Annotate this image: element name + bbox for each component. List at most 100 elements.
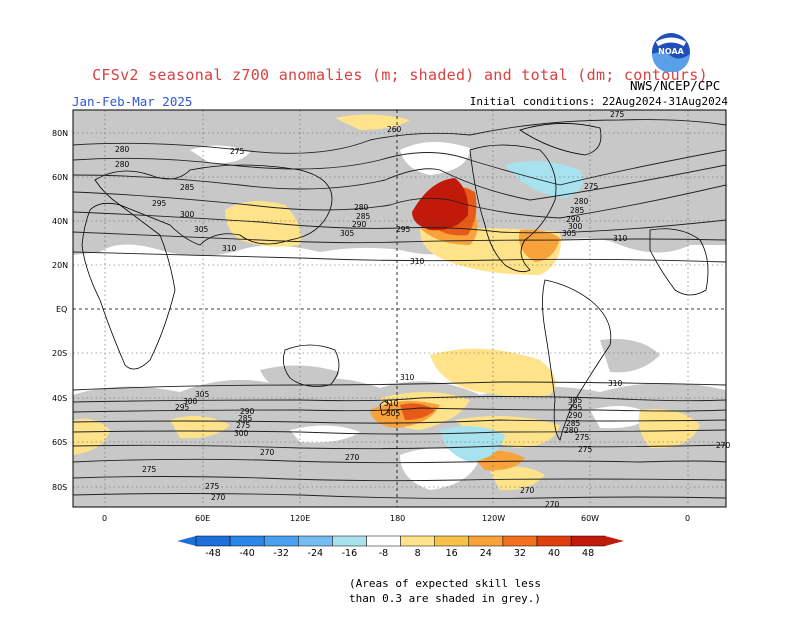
contour-label: 285 (238, 414, 253, 423)
colorbar-tick-label: -24 (308, 548, 324, 559)
graticule (73, 110, 726, 507)
contour-label: 275 (575, 433, 590, 442)
colorbar-tick-label: -16 (342, 548, 358, 559)
lon-label: 0 (102, 514, 107, 523)
lat-label: 60N (52, 173, 68, 182)
contour-label: 290 (568, 411, 583, 420)
height-contours (73, 119, 726, 500)
contour-label: 275 (610, 110, 625, 119)
contour-label: 290 (566, 215, 581, 224)
contour-label: 280 (115, 160, 130, 169)
contour-label: 280 (574, 197, 589, 206)
lat-label: 80S (52, 483, 67, 492)
colorbar-tick-label: 8 (415, 548, 421, 559)
longitude-labels: 0 60E 120E 180 120W 60W 0 (102, 514, 690, 523)
colorbar-tick-label: 48 (582, 548, 594, 559)
chart-title: CFSv2 seasonal z700 anomalies (m; shaded… (92, 66, 708, 84)
lon-label: 120W (482, 514, 505, 523)
contour-label: 295 (175, 403, 190, 412)
colorbar-cell (468, 535, 504, 547)
lat-label: 60S (52, 438, 67, 447)
contour-label: 300 (180, 210, 195, 219)
lat-label: 20S (52, 349, 67, 358)
colorbar: -48 -40 -32 -24 -16 -8 8 16 24 32 40 48 (177, 535, 624, 559)
colorbar-cell (502, 535, 538, 547)
contour-label: 275 (236, 421, 251, 430)
colorbar-cell (536, 535, 572, 547)
colorbar-cell (263, 535, 299, 547)
contour-label: 305 (194, 225, 209, 234)
map-frame (72, 109, 727, 508)
contour-label: 270 (260, 448, 275, 457)
contour-labels: 260 275 280 280 285 295 300 305 310 280 … (115, 110, 731, 509)
colorbar-tick-label: -40 (239, 548, 255, 559)
contour-label: 295 (568, 403, 583, 412)
colorbar-low-arrow (177, 536, 196, 546)
contour-label: 300 (183, 397, 198, 406)
contour-label: 305 (562, 229, 577, 238)
contour-label: 260 (387, 125, 402, 134)
contour-label: 305 (386, 409, 401, 418)
colorbar-tick-label: -32 (273, 548, 289, 559)
colorbar-cell (400, 535, 435, 547)
contour-label: 305 (568, 396, 583, 405)
contour-label: 300 (568, 222, 583, 231)
colorbar-tick-label: 16 (446, 548, 458, 559)
contour-label: 310 (222, 244, 237, 253)
colorbar-high-arrow (605, 536, 624, 546)
initial-conditions: Initial conditions: 22Aug2024-31Aug2024 (469, 95, 728, 108)
svg-text:NOAA: NOAA (658, 47, 684, 56)
lat-label: 20N (52, 261, 68, 270)
contour-label: 280 (115, 145, 130, 154)
colorbar-tick-label: -8 (379, 548, 388, 559)
contour-label: 275 (142, 465, 157, 474)
contour-label: 310 (410, 257, 425, 266)
lon-label: 120E (290, 514, 310, 523)
contour-label: 275 (205, 482, 220, 491)
coastlines (81, 123, 709, 441)
contour-label: 275 (584, 182, 599, 191)
contour-label: 285 (566, 419, 581, 428)
colorbar-tick-label: 24 (480, 548, 492, 559)
contour-label: 275 (578, 445, 593, 454)
contour-label: 290 (352, 220, 367, 229)
contour-label: 280 (564, 426, 579, 435)
colorbar-cell (366, 535, 401, 547)
contour-label: 310 (608, 379, 623, 388)
colorbar-tick-label: 40 (548, 548, 560, 559)
latitude-labels: 80N 60N 40N 20N EQ 20S 40S 60S 80S (52, 129, 68, 492)
contour-label: 300 (234, 429, 249, 438)
contour-label: 285 (180, 183, 195, 192)
colorbar-cell (229, 535, 265, 547)
contour-label: 285 (356, 212, 371, 221)
lon-label: 180 (390, 514, 405, 523)
skill-note: (Areas of expected skill less than 0.3 a… (349, 576, 541, 606)
contour-label: 305 (195, 390, 210, 399)
lon-label: 0 (685, 514, 690, 523)
contour-label: 310 (613, 234, 628, 243)
contour-label: 270 (345, 453, 360, 462)
colorbar-cell (434, 535, 470, 547)
lat-label: EQ (56, 305, 67, 314)
colorbar-cell (570, 535, 606, 547)
contour-label: 295 (152, 199, 167, 208)
colorbar-cell (332, 535, 367, 547)
colorbar-cell (298, 535, 333, 547)
contour-label: 305 (340, 229, 355, 238)
colorbar-tick-label: -48 (205, 548, 221, 559)
lat-label: 40N (52, 217, 68, 226)
forecast-period: Jan-Feb-Mar 2025 (72, 94, 193, 109)
colorbar-cell (195, 535, 231, 547)
contour-label: 280 (354, 203, 369, 212)
contour-label: 290 (240, 407, 255, 416)
agency-label: NWS/NCEP/CPC (630, 78, 721, 93)
skill-note-line1: (Areas of expected skill less (349, 577, 542, 590)
contour-label: 310 (400, 373, 415, 382)
contour-label: 270 (211, 493, 226, 502)
contour-label: 270 (716, 441, 731, 450)
noaa-logo-icon: NOAA (652, 33, 690, 72)
skill-note-line2: than 0.3 are shaded in grey.) (349, 592, 542, 605)
contour-label: 270 (520, 486, 535, 495)
lat-label: 40S (52, 394, 67, 403)
